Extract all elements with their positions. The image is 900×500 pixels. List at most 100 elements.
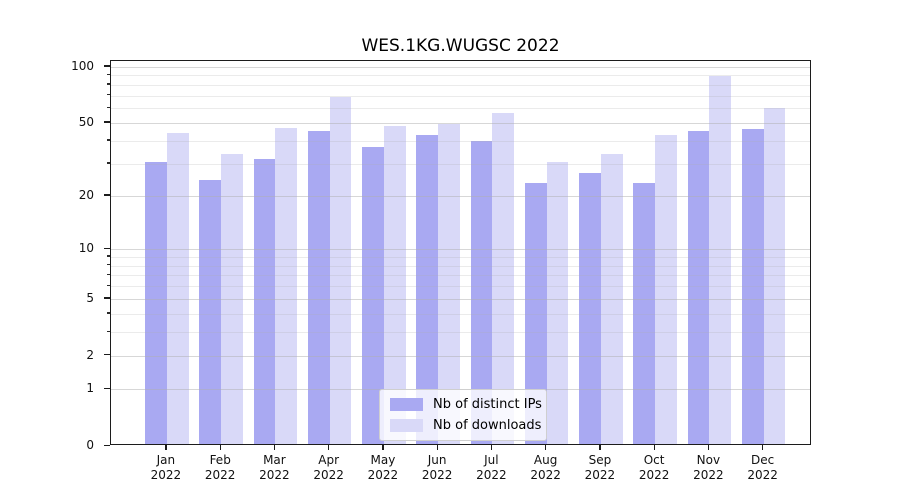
gridline-major-10 — [111, 249, 810, 250]
y-minor-tick-7 — [106, 273, 110, 275]
x-tick-oct — [653, 445, 655, 450]
x-tick-label-may: May 2022 — [367, 453, 399, 482]
legend-swatch-downloads — [390, 419, 423, 432]
y-minor-tick-4 — [106, 312, 110, 314]
bar-distinct-ips-feb — [199, 179, 222, 444]
y-minor-tick-9 — [106, 255, 110, 257]
gridline-minor-7 — [111, 275, 810, 277]
y-tick-label-0: 0 — [86, 438, 94, 452]
gridline-major-5 — [111, 298, 810, 300]
y-tick-label-20: 20 — [78, 187, 94, 202]
y-minor-tick-8 — [106, 264, 110, 266]
x-axis: Jan 2022 Feb 2022 Mar 2022 Apr 2022 May 2022 Jun 20… — [110, 445, 811, 500]
y-tick-label-5: 5 — [86, 290, 94, 305]
x-tick-feb — [219, 445, 221, 450]
x-tick-sep — [599, 445, 601, 450]
gridline-major-2 — [111, 355, 810, 357]
plot-area: Nb of distinct IPs Nb of downloads — [110, 60, 811, 445]
x-tick-apr — [328, 445, 330, 450]
legend-swatch-distinct-ips — [390, 398, 423, 411]
bar-distinct-ips-jun — [416, 134, 439, 444]
gridline-minor-90 — [111, 75, 810, 77]
y-tick-label-2: 2 — [86, 347, 94, 362]
y-minor-tick-6 — [106, 284, 110, 286]
y-tick-label-10: 10 — [78, 241, 94, 255]
y-tick-5 — [104, 297, 110, 299]
y-tick-2 — [104, 354, 110, 356]
gridline-minor-80 — [111, 84, 810, 86]
x-tick-jun — [436, 445, 438, 450]
x-tick-aug — [545, 445, 547, 450]
bar-distinct-ips-oct — [633, 182, 656, 444]
bar-distinct-ips-mar — [253, 159, 276, 444]
y-minor-tick-80 — [106, 83, 110, 85]
x-tick-label-jul: Jul 2022 — [476, 453, 507, 482]
gridline-minor-4 — [111, 313, 810, 315]
y-tick-20 — [104, 194, 110, 196]
bar-distinct-ips-apr — [307, 131, 330, 444]
bar-distinct-ips-dec — [741, 129, 764, 444]
legend-item-downloads: Nb of downloads — [390, 418, 541, 433]
bar-downloads-oct — [655, 134, 677, 444]
bar-distinct-ips-aug — [524, 182, 547, 444]
bar-downloads-aug — [546, 161, 569, 444]
gridline-major-20 — [111, 195, 810, 197]
bar-downloads-apr — [329, 97, 352, 444]
x-tick-label-feb: Feb 2022 — [204, 453, 236, 482]
bar-downloads-jan — [166, 133, 189, 444]
x-tick-may — [382, 445, 384, 450]
y-minor-tick-70 — [106, 94, 110, 96]
x-tick-dec — [762, 445, 764, 450]
y-tick-label-1: 1 — [86, 381, 94, 395]
bar-distinct-ips-nov — [687, 131, 710, 444]
bar-distinct-ips-jan — [145, 161, 167, 444]
bar-downloads-may — [383, 125, 406, 444]
y-minor-tick-40 — [106, 139, 110, 141]
gridline-minor-6 — [111, 286, 810, 288]
chart-title: WES.1KG.WUGSC 2022 — [361, 36, 560, 56]
x-tick-mar — [273, 445, 276, 450]
bar-distinct-ips-may — [362, 147, 384, 444]
bar-downloads-nov — [709, 76, 732, 444]
x-tick-label-sep: Sep 2022 — [584, 453, 616, 482]
y-minor-tick-30 — [106, 162, 110, 164]
x-tick-label-mar: Mar 2022 — [259, 453, 290, 482]
y-tick-label-50: 50 — [78, 114, 94, 129]
gridline-minor-30 — [111, 163, 810, 165]
y-tick-label-100: 100 — [71, 58, 94, 73]
y-tick-100 — [104, 65, 110, 67]
bar-downloads-mar — [275, 127, 298, 444]
gridline-minor-9 — [111, 256, 810, 258]
legend: Nb of distinct IPs Nb of downloads — [379, 389, 547, 441]
x-tick-label-dec: Dec 2022 — [747, 453, 778, 482]
y-axis: 0 1 2 5 10 20 50 100 — [0, 58, 110, 452]
gridline-major-50 — [111, 122, 810, 124]
x-tick-nov — [707, 445, 710, 450]
y-tick-0 — [104, 444, 110, 446]
gridline-minor-70 — [111, 95, 810, 97]
y-tick-1 — [104, 387, 110, 389]
legend-label-downloads: Nb of downloads — [433, 418, 542, 433]
legend-label-distinct-ips: Nb of distinct IPs — [433, 397, 542, 412]
y-minor-tick-90 — [106, 73, 110, 76]
x-tick-label-aug: Aug 2022 — [530, 453, 561, 482]
y-tick-50 — [104, 121, 110, 123]
x-tick-jan — [165, 445, 167, 450]
gridline-major-100 — [111, 66, 810, 68]
bar-distinct-ips-jul — [470, 140, 493, 444]
legend-item-distinct-ips: Nb of distinct IPs — [390, 397, 542, 412]
x-tick-label-jan: Jan 2022 — [150, 453, 182, 482]
y-minor-tick-3 — [106, 330, 110, 332]
y-tick-10 — [104, 247, 110, 249]
x-tick-label-apr: Apr 2022 — [313, 453, 344, 482]
gridline-minor-40 — [111, 140, 810, 142]
bar-distinct-ips-sep — [579, 173, 601, 444]
bar-downloads-jun — [438, 124, 460, 444]
gridline-minor-60 — [111, 108, 810, 110]
x-tick-label-jun: Jun 2022 — [421, 453, 453, 482]
x-tick-label-nov: Nov 2022 — [693, 453, 724, 482]
bar-downloads-dec — [763, 107, 786, 444]
gridline-minor-8 — [111, 265, 810, 267]
y-minor-tick-60 — [106, 106, 110, 108]
